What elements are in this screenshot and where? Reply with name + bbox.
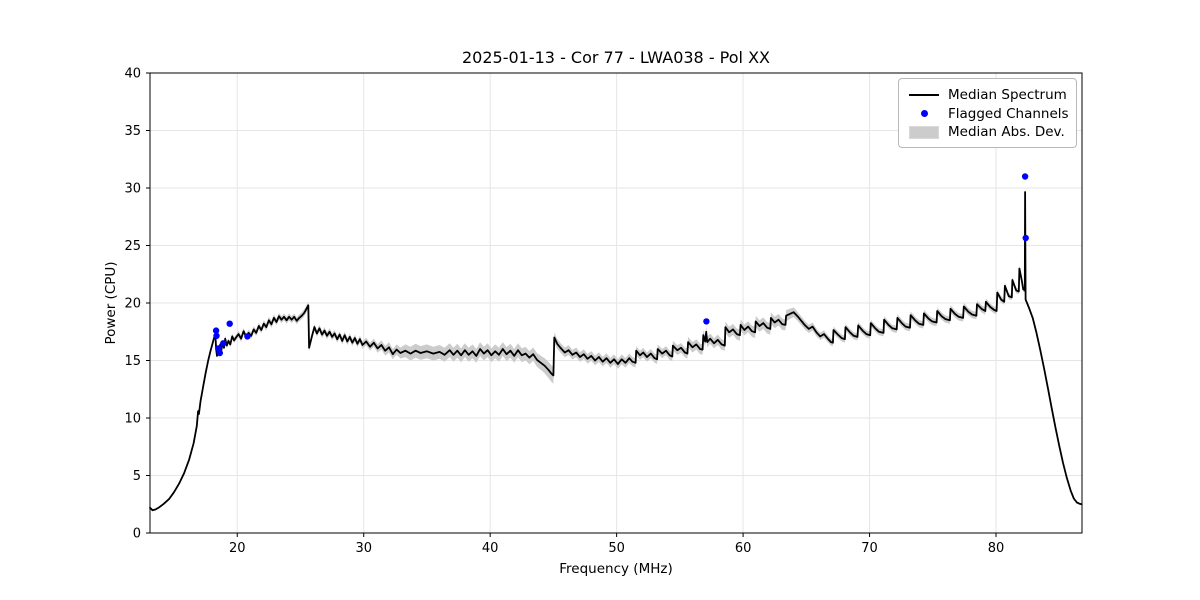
y-tick-label: 0 — [133, 527, 141, 542]
flagged-dot-sample-icon — [909, 110, 939, 117]
x-axis-label: Frequency (MHz) — [559, 561, 673, 577]
y-tick-label: 35 — [124, 124, 141, 139]
flagged-channel-point — [1021, 173, 1029, 180]
legend-item-median-spectrum: Median Spectrum — [909, 86, 1068, 104]
flagged-channel-point — [244, 333, 251, 340]
legend-label: Median Spectrum — [948, 87, 1067, 103]
y-tick-label: 10 — [124, 412, 141, 427]
flagged-channel-point — [1022, 234, 1029, 242]
flagged-channel-point — [703, 318, 710, 325]
y-tick-label: 40 — [124, 67, 141, 82]
y-tick-label: 30 — [124, 182, 141, 197]
legend-box: Median Spectrum Flagged Channels Median … — [898, 78, 1077, 148]
flagged-channel-point — [212, 327, 220, 334]
y-tick-label: 20 — [124, 297, 141, 312]
y-axis-label: Power (CPU) — [103, 261, 119, 345]
mad-band — [150, 190, 1082, 512]
x-tick-label: 50 — [608, 541, 625, 556]
y-tick-label: 15 — [124, 354, 141, 369]
median-line-sample-icon — [909, 94, 939, 96]
x-tick-label: 30 — [355, 541, 372, 556]
x-tick-label: 80 — [988, 541, 1005, 556]
mad-patch-sample-icon — [909, 125, 939, 139]
flagged-channel-point — [213, 332, 220, 339]
flagged-channel-point — [220, 340, 227, 347]
legend-item-flagged-channels: Flagged Channels — [909, 105, 1069, 123]
y-tick-label: 5 — [133, 469, 141, 484]
legend-label: Flagged Channels — [948, 105, 1069, 122]
flagged-channel-point — [216, 349, 223, 357]
y-tick-label: 25 — [124, 239, 141, 254]
x-tick-label: 70 — [861, 541, 878, 556]
x-tick-label: 20 — [229, 541, 246, 556]
chart-title: 2025-01-13 - Cor 77 - LWA038 - Pol XX — [462, 48, 770, 67]
flagged-channel-point — [226, 320, 233, 327]
x-tick-label: 60 — [735, 541, 752, 556]
x-tick-label: 40 — [482, 541, 499, 556]
legend-item-median-abs-dev: Median Abs. Dev. — [909, 123, 1068, 141]
median-spectrum-line — [149, 191, 1083, 512]
legend-label: Median Abs. Dev. — [948, 124, 1065, 140]
